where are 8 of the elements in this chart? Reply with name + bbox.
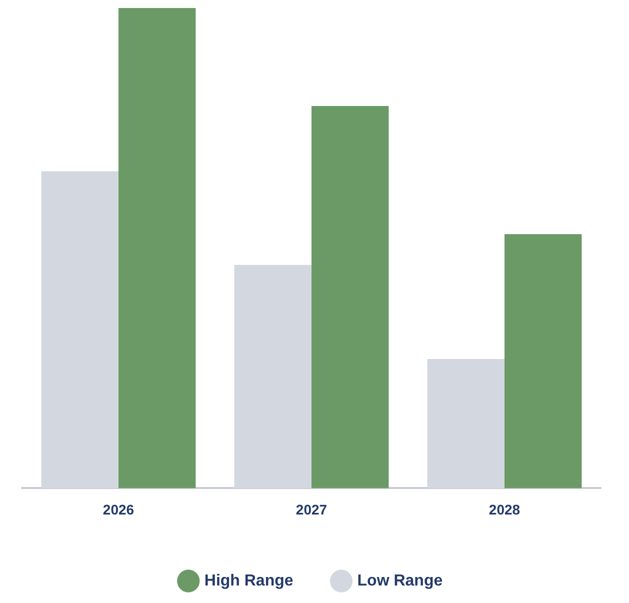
x-tick-label: 2028	[488, 501, 520, 518]
bar	[504, 234, 582, 488]
bar	[118, 8, 196, 488]
bar	[312, 106, 389, 488]
x-tick-label: 2026	[102, 501, 134, 518]
legend-label: Low Range	[357, 572, 443, 590]
x-tick-label: 2027	[296, 501, 328, 518]
legend-label: High Range	[204, 572, 294, 590]
